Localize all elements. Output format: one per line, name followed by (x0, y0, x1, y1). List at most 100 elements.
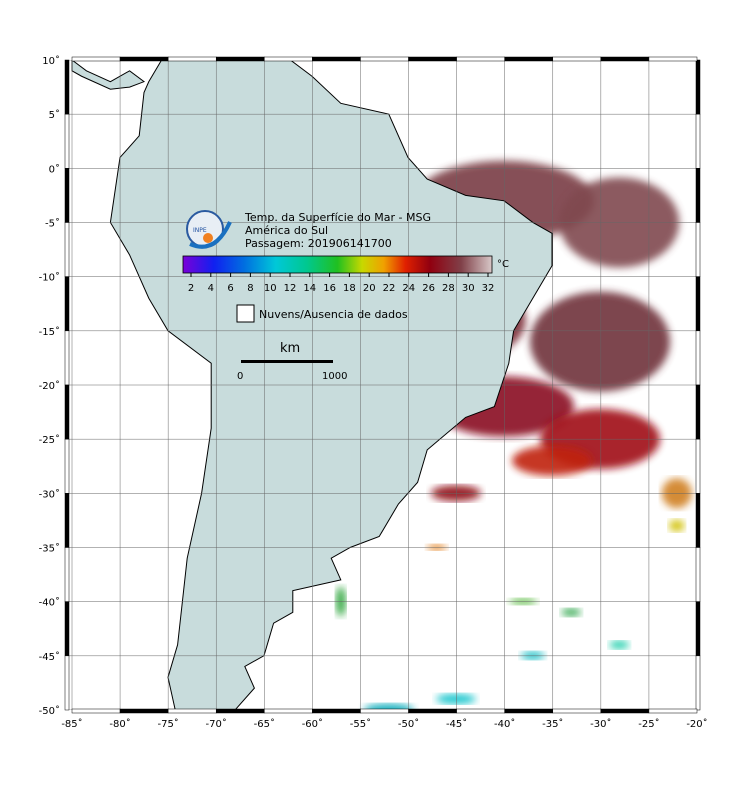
lat-label: -50˚ (39, 705, 60, 717)
sst-patch (436, 693, 476, 704)
sst-patch (530, 291, 670, 392)
frame (695, 438, 701, 494)
frame (167, 708, 217, 714)
frame (64, 276, 70, 332)
frame (695, 168, 701, 223)
frame (215, 56, 265, 62)
lat-label: 10˚ (42, 55, 60, 67)
colorbar-label: 28 (442, 283, 455, 294)
colorbar-label: 24 (402, 283, 415, 294)
frame (312, 708, 361, 714)
frame (264, 708, 313, 714)
lon-label: -30˚ (590, 718, 611, 730)
scale-unit: km (280, 341, 300, 356)
legend-text: Nuvens/Ausencia de dados (259, 308, 408, 321)
frame (695, 59, 701, 115)
frame (64, 547, 70, 602)
frame (408, 56, 457, 62)
frame (64, 168, 70, 223)
frame (64, 330, 70, 386)
frame (215, 708, 265, 714)
frame (504, 708, 554, 714)
lon-label: -45˚ (446, 718, 467, 730)
frame (119, 708, 169, 714)
colorbar-label: 32 (482, 283, 495, 294)
logo-text: INPE (193, 227, 207, 234)
colorbar (182, 255, 493, 274)
frame (552, 56, 602, 62)
frame (695, 276, 701, 332)
sst-patch (609, 640, 630, 649)
frame (64, 655, 70, 711)
lon-label: -50˚ (398, 718, 419, 730)
lat-label: -45˚ (39, 651, 60, 663)
frame (64, 438, 70, 494)
frame (456, 708, 505, 714)
frame (71, 708, 121, 714)
lat-label: -20˚ (39, 380, 60, 392)
colorbar-label: 26 (422, 283, 435, 294)
lon-label: -40˚ (494, 718, 515, 730)
lat-label: -5˚ (45, 218, 60, 230)
frame (695, 601, 701, 657)
frame (456, 56, 505, 62)
frame (695, 222, 701, 277)
lat-label: 0˚ (49, 163, 60, 175)
colorbar-label: 16 (323, 283, 336, 294)
frame (64, 113, 70, 169)
lat-label: -30˚ (39, 488, 60, 500)
sst-patch (363, 703, 414, 710)
lat-label: -25˚ (39, 434, 60, 446)
overlay: INPE Temp. da Superfície do Mar - MSG Am… (182, 210, 509, 382)
legend-swatch (236, 304, 255, 323)
lon-label: -75˚ (157, 718, 178, 730)
colorbar-label: 4 (208, 283, 214, 294)
frame (408, 708, 457, 714)
lat-label: -10˚ (39, 272, 60, 284)
logo-arc (189, 221, 232, 249)
pass: Passagem: 201906141700 (245, 237, 392, 250)
frame (64, 222, 70, 277)
frame (167, 56, 217, 62)
frame (600, 708, 650, 714)
lat-label: -15˚ (39, 326, 60, 338)
frame (695, 384, 701, 440)
lon-label: -60˚ (302, 718, 323, 730)
lat-label: -40˚ (39, 597, 60, 609)
colorbar-label: 8 (247, 283, 253, 294)
colorbar-label: 10 (264, 283, 277, 294)
sst-patch (561, 608, 582, 617)
frame (648, 708, 698, 714)
map-area (68, 60, 697, 710)
region: América do Sul (245, 224, 328, 237)
frame (504, 56, 554, 62)
colorbar-label: 6 (227, 283, 233, 294)
lat-label: -35˚ (39, 543, 60, 555)
logo-sun (203, 233, 213, 243)
colorbar-label: 14 (303, 283, 316, 294)
lon-label: -35˚ (542, 718, 563, 730)
frame (360, 56, 409, 62)
colorbar-label: 2 (188, 283, 194, 294)
frame (360, 708, 409, 714)
continent (71, 60, 146, 90)
lon-label: -25˚ (638, 718, 659, 730)
scale-label: 1000 (322, 371, 347, 382)
frame (695, 330, 701, 386)
frame (552, 708, 602, 714)
frame (695, 547, 701, 602)
colorbar-label: 12 (284, 283, 297, 294)
colorbar-label: 18 (343, 283, 356, 294)
lon-label: -55˚ (350, 718, 371, 730)
frame (695, 493, 701, 548)
frame (648, 56, 698, 62)
colorbar-label: 22 (383, 283, 396, 294)
frame (71, 56, 121, 62)
sst-patch (668, 519, 685, 532)
lon-label: -80˚ (109, 718, 130, 730)
lon-label: -65˚ (254, 718, 275, 730)
frame (695, 655, 701, 711)
frame (264, 56, 313, 62)
lon-label: -70˚ (206, 718, 227, 730)
